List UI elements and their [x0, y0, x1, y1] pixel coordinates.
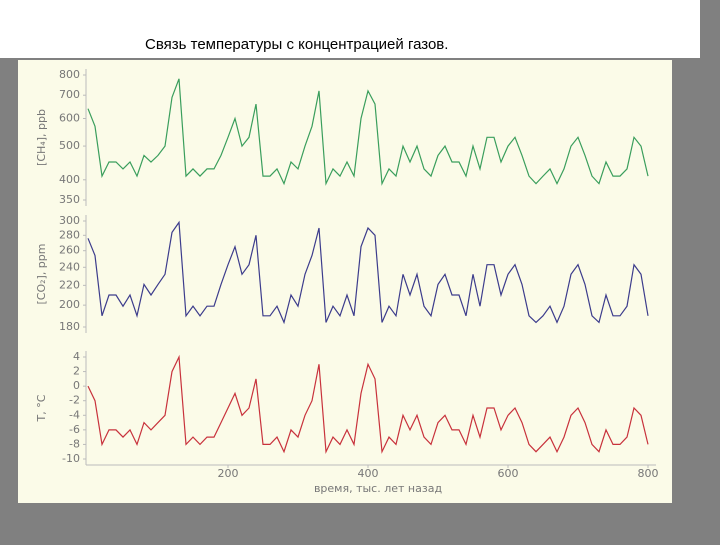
y-tick-label: 300 — [59, 214, 80, 227]
y-tick-label: 280 — [59, 228, 80, 241]
y-tick-label: 400 — [59, 173, 80, 186]
y-tick-label: -4 — [69, 408, 80, 421]
y-tick-label: 240 — [59, 260, 80, 273]
x-tick-label: 800 — [638, 467, 659, 480]
x-tick-label: 400 — [358, 467, 379, 480]
header-band — [0, 0, 700, 58]
y-axis-label: [CH₄], ppb — [35, 109, 48, 166]
y-tick-label: 220 — [59, 278, 80, 291]
y-tick-label: 260 — [59, 244, 80, 257]
y-tick-label: 0 — [73, 379, 80, 392]
y-tick-label: 600 — [59, 111, 80, 124]
y-tick-label: -8 — [69, 437, 80, 450]
y-tick-label: 350 — [59, 193, 80, 206]
data-line — [87, 220, 649, 325]
y-axis-label: [CO₂], ppm — [35, 243, 48, 304]
slide-title: Связь температуры с концентрацией газов. — [145, 36, 448, 53]
data-line — [87, 78, 649, 186]
y-tick-label: 2 — [73, 365, 80, 378]
y-tick-label: 500 — [59, 139, 80, 152]
y-tick-label: 200 — [59, 298, 80, 311]
y-tick-label: -10 — [62, 452, 80, 465]
x-tick-label: 200 — [218, 467, 239, 480]
x-axis-label: время, тыс. лет назад — [314, 482, 443, 495]
x-tick-label: 600 — [498, 467, 519, 480]
y-tick-label: -2 — [69, 394, 80, 407]
data-line — [87, 354, 649, 454]
y-tick-label: -6 — [69, 423, 80, 436]
y-tick-label: 800 — [59, 68, 80, 81]
chart-panel — [18, 60, 672, 503]
y-axis-label: T, °C — [35, 394, 48, 422]
y-tick-label: 4 — [73, 350, 80, 363]
y-tick-label: 700 — [59, 88, 80, 101]
y-tick-label: 180 — [59, 320, 80, 333]
